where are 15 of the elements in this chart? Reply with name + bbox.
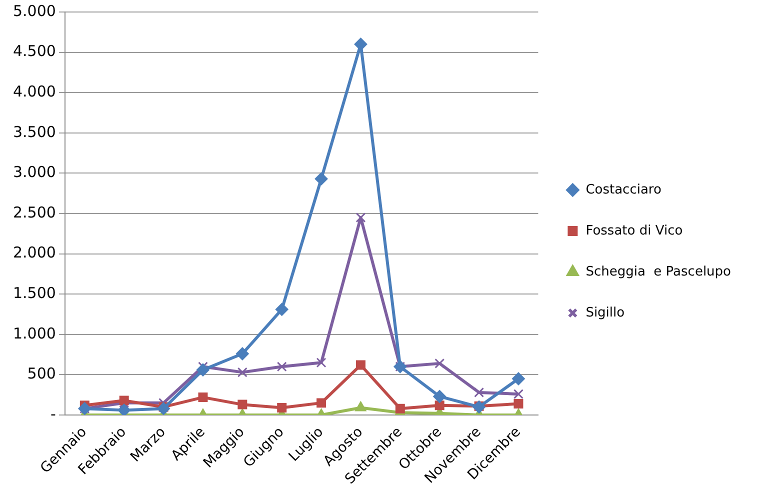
- legend-label: Scheggia e Pascelupo: [586, 264, 732, 280]
- legend-label: Costacciaro: [586, 182, 662, 198]
- legend-label: Sigillo: [586, 305, 625, 320]
- legend-label: Fossato di Vico: [586, 223, 683, 238]
- y-tick-label: 4.500: [12, 42, 56, 60]
- y-tick-label: 4.000: [12, 82, 56, 100]
- y-tick-label: 3.500: [12, 122, 56, 141]
- y-tick-label: 500: [27, 364, 56, 383]
- y-tick-label: 3.000: [12, 163, 56, 182]
- y-tick-label: 1.500: [12, 284, 56, 302]
- y-tick-label: 2.000: [12, 244, 56, 262]
- y-tick-label: 5.000: [12, 2, 56, 20]
- y-tick-label: -: [50, 404, 56, 423]
- y-tick-label: 2.500: [12, 203, 56, 222]
- y-tick-label: 1.000: [12, 324, 56, 342]
